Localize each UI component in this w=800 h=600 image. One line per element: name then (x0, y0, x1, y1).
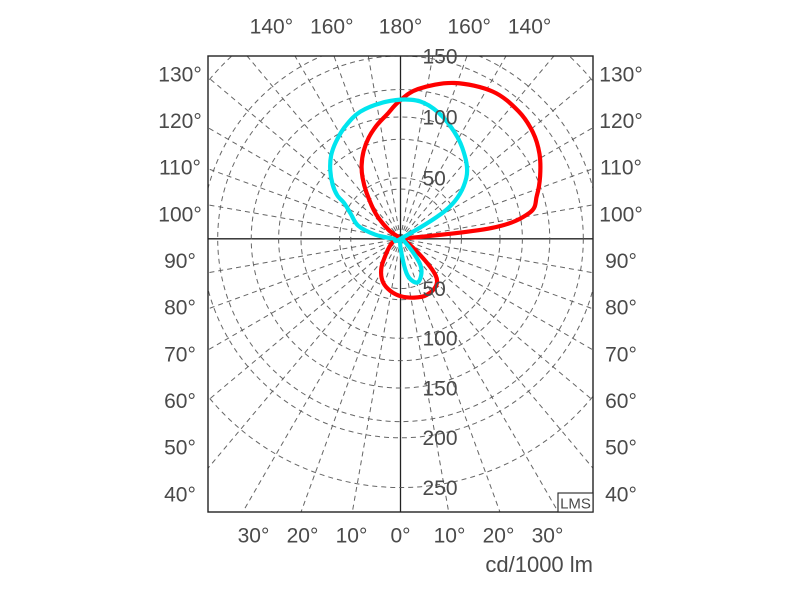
svg-text:cd/1000 lm: cd/1000 lm (485, 552, 593, 577)
svg-text:150: 150 (423, 45, 458, 68)
svg-text:200: 200 (423, 427, 458, 450)
svg-text:70°: 70° (605, 343, 637, 366)
svg-text:130°: 130° (158, 63, 201, 86)
svg-text:150: 150 (423, 377, 458, 400)
svg-text:LMS: LMS (560, 495, 591, 512)
svg-text:70°: 70° (164, 343, 196, 366)
svg-text:30°: 30° (238, 524, 270, 547)
svg-text:90°: 90° (164, 250, 196, 273)
svg-text:140°: 140° (250, 15, 293, 38)
svg-text:80°: 80° (605, 297, 637, 320)
svg-text:110°: 110° (159, 157, 201, 180)
svg-text:20°: 20° (287, 524, 319, 547)
svg-text:100: 100 (423, 106, 458, 129)
svg-text:0°: 0° (390, 524, 410, 547)
svg-text:120°: 120° (158, 110, 201, 133)
svg-text:40°: 40° (164, 483, 196, 506)
svg-text:160°: 160° (447, 15, 490, 38)
svg-text:60°: 60° (605, 390, 637, 413)
svg-text:180°: 180° (379, 15, 422, 38)
svg-text:10°: 10° (434, 524, 466, 547)
svg-text:90°: 90° (605, 250, 637, 273)
svg-text:140°: 140° (508, 15, 551, 38)
svg-text:40°: 40° (605, 483, 637, 506)
svg-text:120°: 120° (599, 110, 642, 133)
svg-text:100: 100 (423, 328, 458, 351)
svg-text:110°: 110° (600, 157, 642, 180)
svg-text:30°: 30° (532, 524, 564, 547)
svg-text:50: 50 (423, 167, 446, 190)
svg-text:50°: 50° (605, 437, 637, 460)
svg-text:80°: 80° (164, 297, 196, 320)
svg-text:250: 250 (423, 477, 458, 500)
svg-text:130°: 130° (599, 63, 642, 86)
svg-text:160°: 160° (310, 15, 353, 38)
svg-text:10°: 10° (336, 524, 368, 547)
svg-text:100°: 100° (158, 203, 201, 226)
svg-text:50: 50 (423, 278, 446, 301)
svg-text:20°: 20° (483, 524, 515, 547)
svg-text:60°: 60° (164, 390, 196, 413)
svg-text:50°: 50° (164, 437, 196, 460)
svg-text:100°: 100° (599, 203, 642, 226)
